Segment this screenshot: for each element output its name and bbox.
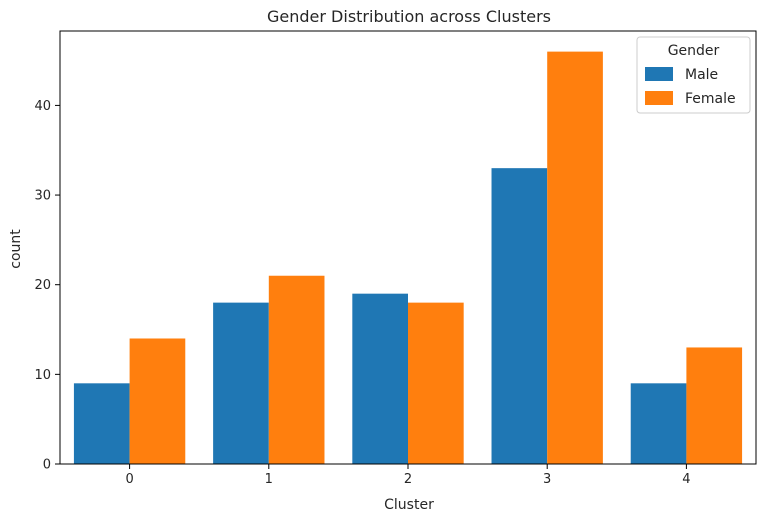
legend-title: Gender xyxy=(668,43,720,59)
y-tick-label: 0 xyxy=(43,458,51,473)
bar-female-cluster-4 xyxy=(686,347,743,464)
chart-title: Gender Distribution across Clusters xyxy=(267,7,551,26)
legend-label-male: Male xyxy=(685,67,718,83)
legend-swatch-male xyxy=(645,67,673,81)
bars-group xyxy=(73,51,743,464)
legend-items: Male Female xyxy=(645,67,736,107)
bar-female-cluster-0 xyxy=(129,338,186,464)
plot-frame xyxy=(59,30,757,465)
x-tick-label: 0 xyxy=(125,472,133,487)
x-axis-ticks: 0 1 2 3 4 xyxy=(125,464,691,487)
legend-swatch-female xyxy=(645,91,673,105)
x-tick-label: 4 xyxy=(682,472,690,487)
y-axis-ticks: 0 10 20 30 40 xyxy=(34,99,60,473)
bar-female-cluster-3 xyxy=(547,51,603,464)
bar-male-cluster-0 xyxy=(73,383,130,464)
x-axis-label: Cluster xyxy=(384,497,434,513)
bar-female-cluster-1 xyxy=(268,275,325,464)
x-tick-label: 2 xyxy=(404,472,412,487)
bar-male-cluster-2 xyxy=(352,293,408,464)
y-tick-label: 20 xyxy=(34,278,51,293)
y-tick-label: 30 xyxy=(34,189,51,204)
legend: Gender Male Female xyxy=(636,36,751,114)
bar-male-cluster-1 xyxy=(213,302,269,464)
y-tick-label: 40 xyxy=(34,99,51,114)
x-tick-label: 3 xyxy=(543,472,551,487)
x-tick-label: 1 xyxy=(265,472,273,487)
legend-label-female: Female xyxy=(685,91,736,107)
y-tick-label: 10 xyxy=(34,368,51,383)
bar-male-cluster-4 xyxy=(630,383,687,464)
y-axis-label: count xyxy=(8,229,24,269)
bar-female-cluster-2 xyxy=(408,302,464,464)
bar-male-cluster-3 xyxy=(491,168,548,464)
